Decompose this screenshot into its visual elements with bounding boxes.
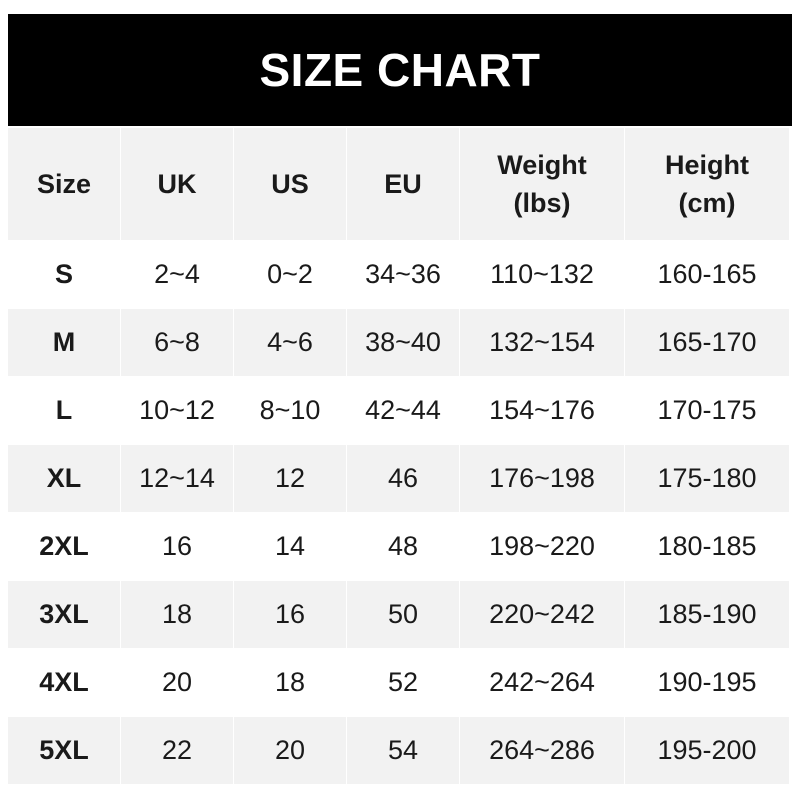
table-cell: 20 — [161, 667, 193, 697]
column-header: EU — [347, 128, 459, 240]
table-row: S 2~4 0~2 34~36 110~132 160-165 — [8, 241, 789, 308]
column-header-unit: (lbs) — [513, 188, 571, 218]
table-row: M 6~8 4~6 38~40 132~154 165-170 — [8, 309, 789, 376]
column-header-label: UK — [157, 169, 197, 199]
table-cell: 46 — [347, 445, 459, 512]
column-header-label: Weight — [497, 150, 587, 180]
table-cell: 10~12 — [139, 395, 215, 425]
table-cell: 18 — [121, 581, 233, 648]
table-row: 2XL 16 14 48 198~220 180-185 — [8, 513, 789, 580]
column-header: Size — [8, 128, 120, 240]
table-cell: 18 — [274, 667, 306, 697]
table-cell: 242~264 — [489, 667, 595, 697]
column-header-label: EU — [384, 169, 422, 199]
table-cell: 38~40 — [347, 309, 459, 376]
column-header: US — [234, 128, 346, 240]
table-cell: 34~36 — [365, 259, 441, 289]
table-cell: 165-170 — [625, 309, 789, 376]
column-header-label: Size — [36, 169, 92, 199]
size-cell: L — [55, 395, 73, 425]
table-cell: 170-175 — [657, 395, 757, 425]
table-cell: 12~14 — [121, 445, 233, 512]
table-row: 3XL 18 16 50 220~242 185-190 — [8, 581, 789, 648]
table-row: 5XL 22 20 54 264~286 195-200 — [8, 717, 789, 784]
table-cell: 264~286 — [460, 717, 624, 784]
table-cell: 160-165 — [657, 259, 757, 289]
table-cell: 20 — [234, 717, 346, 784]
table-cell: 12 — [234, 445, 346, 512]
table-cell: 52 — [387, 667, 419, 697]
column-header: UK — [121, 128, 233, 240]
table-cell: 180-185 — [657, 531, 757, 561]
table-cell: 4~6 — [234, 309, 346, 376]
table-cell: 22 — [121, 717, 233, 784]
table-header-row: Size UK US EU Weight (lbs) Height (cm) — [8, 128, 789, 240]
column-header-label: Height — [665, 150, 749, 180]
table-cell: 198~220 — [489, 531, 595, 561]
table-cell: 48 — [387, 531, 419, 561]
table-cell: 6~8 — [121, 309, 233, 376]
size-table: Size UK US EU Weight (lbs) Height (cm) S 2~4 0~2 3… — [7, 127, 790, 785]
table-cell: 14 — [274, 531, 306, 561]
size-chart-title: SIZE CHART — [8, 14, 792, 126]
size-cell: 2XL — [39, 531, 89, 561]
table-cell: 185-190 — [625, 581, 789, 648]
table-cell: 42~44 — [365, 395, 441, 425]
table-cell: 2~4 — [154, 259, 200, 289]
table-row: XL 12~14 12 46 176~198 175-180 — [8, 445, 789, 512]
table-cell: 8~10 — [259, 395, 321, 425]
table-row: L 10~12 8~10 42~44 154~176 170-175 — [8, 377, 789, 444]
table-row: 4XL 20 18 52 242~264 190-195 — [8, 649, 789, 716]
table-cell: 16 — [161, 531, 193, 561]
table-cell: 220~242 — [460, 581, 624, 648]
size-cell: S — [54, 259, 73, 289]
table-cell: 132~154 — [460, 309, 624, 376]
size-cell: 5XL — [8, 717, 120, 784]
size-cell: M — [8, 309, 120, 376]
table-cell: 190-195 — [657, 667, 757, 697]
table-cell: 176~198 — [460, 445, 624, 512]
table-cell: 154~176 — [489, 395, 595, 425]
column-header-label: US — [271, 169, 309, 199]
table-cell: 54 — [347, 717, 459, 784]
table-cell: 0~2 — [267, 259, 313, 289]
column-header: Weight (lbs) — [460, 128, 624, 240]
size-cell: 4XL — [39, 667, 89, 697]
size-cell: XL — [8, 445, 120, 512]
table-cell: 110~132 — [490, 259, 594, 289]
table-cell: 50 — [347, 581, 459, 648]
table-cell: 195-200 — [625, 717, 789, 784]
table-cell: 175-180 — [625, 445, 789, 512]
size-cell: 3XL — [8, 581, 120, 648]
column-header: Height (cm) — [625, 128, 789, 240]
column-header-unit: (cm) — [678, 188, 736, 218]
table-cell: 16 — [234, 581, 346, 648]
